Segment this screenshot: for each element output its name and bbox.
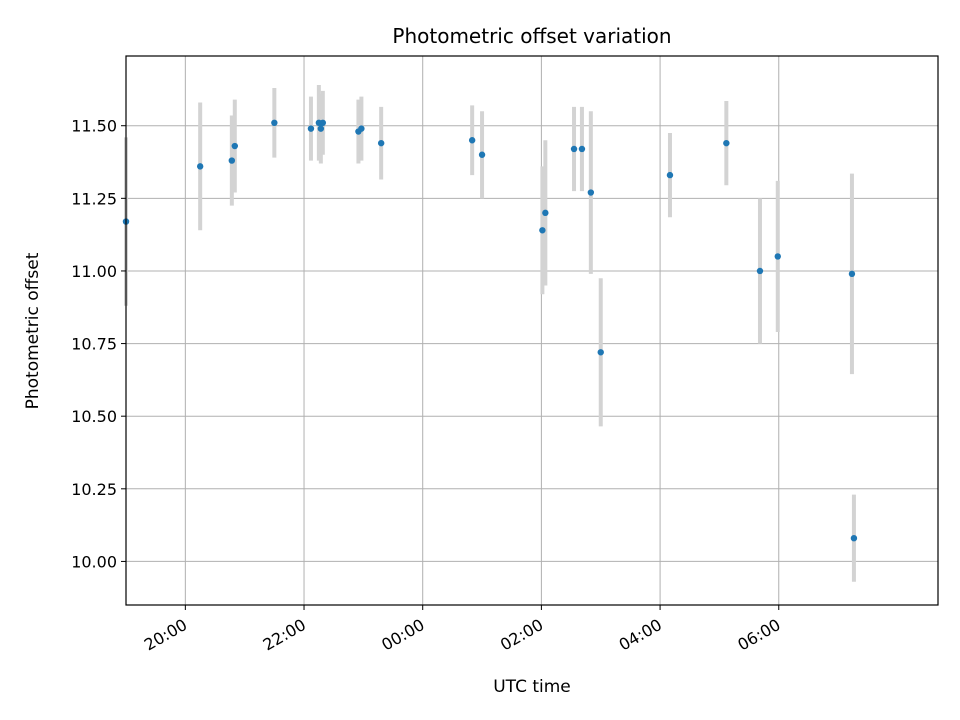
data-point [570, 145, 578, 153]
data-point [542, 209, 549, 217]
plot-frame [125, 55, 939, 606]
data-point [231, 142, 238, 150]
data-point [228, 157, 236, 164]
y-tick-label: 11.50 [71, 117, 117, 136]
chart-title: Photometric offset variation [392, 24, 671, 48]
data-point [317, 125, 325, 132]
data-point [196, 163, 204, 170]
y-tick-label: 11.25 [71, 189, 117, 208]
data-point [666, 171, 674, 179]
data-point [587, 189, 595, 196]
data-point [468, 137, 476, 144]
y-tick-label: 11.00 [71, 262, 117, 281]
data-point [358, 125, 365, 132]
data-point [848, 270, 856, 278]
y-axis: 10.00 10.25 10.50 10.75 11.00 11.25 11.50 [71, 117, 126, 571]
x-axis-label: UTC time [493, 677, 571, 697]
data-points [122, 119, 858, 542]
data-point [578, 145, 586, 153]
y-tick-label: 10.75 [71, 335, 117, 354]
y-axis-label: Photometric offset [23, 252, 43, 409]
y-tick-label: 10.00 [71, 552, 117, 571]
data-point [319, 119, 327, 127]
data-point [774, 253, 781, 260]
data-point [597, 349, 604, 356]
data-point [377, 139, 385, 147]
data-point [307, 125, 315, 132]
data-point [756, 267, 764, 275]
data-point [723, 139, 730, 147]
data-point [478, 151, 486, 158]
data-point [850, 534, 858, 542]
y-tick-label: 10.50 [71, 407, 117, 426]
data-point [539, 227, 546, 234]
data-point [271, 119, 278, 127]
y-tick-label: 10.25 [71, 480, 117, 499]
